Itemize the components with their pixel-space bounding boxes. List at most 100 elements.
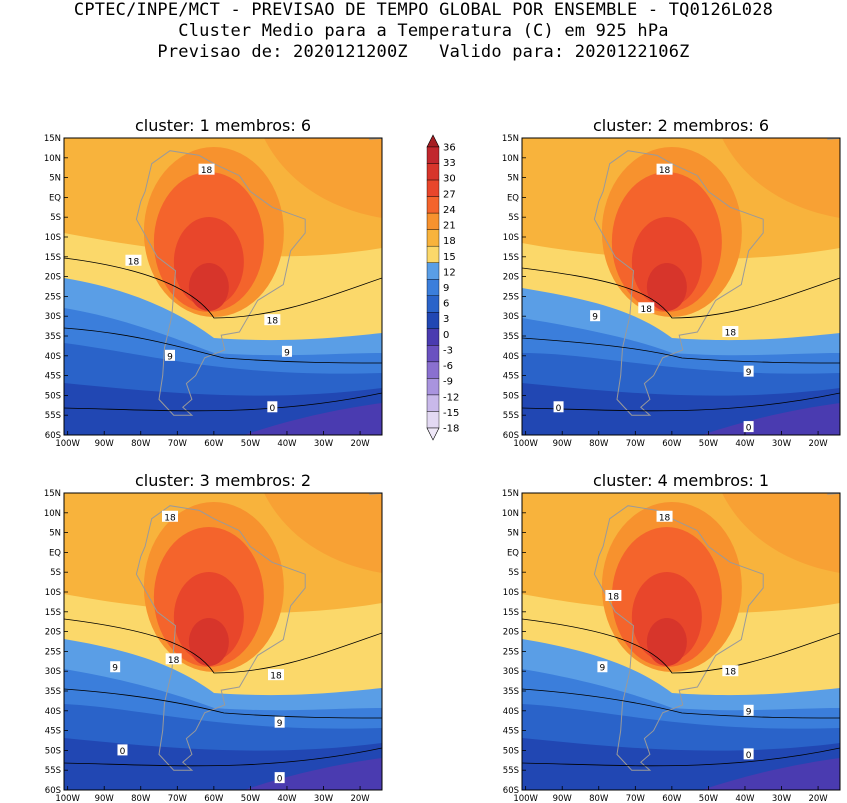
contour-label: 18 (128, 257, 140, 267)
contour-18 (64, 618, 382, 674)
lat-label: 40S (503, 707, 519, 717)
lat-label: 60S (45, 431, 61, 441)
lat-label: 45S (45, 372, 61, 382)
lat-label: 5S (508, 568, 519, 578)
colorbar-swatch (426, 212, 440, 230)
lat-label: 40S (45, 707, 61, 717)
lat-label: 55S (45, 766, 61, 776)
lat-label: 5N (49, 529, 61, 539)
contour-label: 0 (269, 404, 275, 414)
lat-label: 15N (502, 134, 519, 144)
lat-label: 35S (45, 687, 61, 697)
colorbar-label: -6 (443, 361, 453, 372)
lat-label: 55S (45, 411, 61, 421)
lon-label: 20W (808, 794, 828, 803)
lon-label: 30W (314, 439, 334, 449)
lat-label: 15S (45, 253, 61, 263)
colorbar-swatch (426, 262, 440, 280)
africa-coast (369, 138, 382, 166)
lat-label: 10S (503, 588, 519, 598)
lat-label: 20S (45, 628, 61, 638)
band-0 (702, 403, 840, 435)
colorbar-label: -15 (443, 408, 459, 419)
band-21-atlantic (722, 493, 840, 573)
lat-label: 15S (45, 608, 61, 618)
contour-label: 18 (725, 668, 737, 678)
lon-label: 80W (589, 794, 609, 803)
contour-9 (522, 337, 840, 364)
colorbar-bottom-arrow (426, 427, 440, 441)
map-panel-1: cluster: 1 membros: 6 15N 10N 5N EQ 5S 10S 15S 2… (44, 116, 383, 449)
contour-0 (64, 392, 382, 412)
temperature-field (64, 493, 382, 790)
lon-label: 70W (626, 794, 646, 803)
coastline (593, 150, 764, 416)
lat-label: 25S (45, 292, 61, 302)
band-30-land (646, 263, 687, 311)
lat-label: 5S (50, 213, 61, 223)
contour-label-box (281, 345, 292, 357)
colorbar-label: 33 (443, 158, 456, 169)
colorbar-label: 18 (443, 236, 456, 247)
lon-label: 20W (808, 439, 828, 449)
lat-label: 20S (503, 628, 519, 638)
contour-label: 9 (592, 313, 598, 323)
contour-label-box (110, 661, 121, 673)
colorbar-swatch (426, 196, 440, 214)
lon-label: 30W (314, 794, 334, 803)
colorbar-swatch (426, 229, 440, 247)
contour-label: 18 (659, 513, 671, 523)
africa-coast (827, 138, 840, 166)
lat-label: 45S (503, 727, 519, 737)
lat-label: 15N (44, 134, 61, 144)
lat-label: 55S (503, 766, 519, 776)
lon-label: 30W (772, 794, 792, 803)
lat-label: 10S (503, 233, 519, 243)
africa-coast (369, 493, 382, 521)
map-frame (63, 137, 383, 436)
lat-label: 60S (503, 786, 519, 796)
lon-label: 40W (735, 439, 755, 449)
lat-label: EQ (49, 548, 61, 558)
contour-label: 9 (112, 664, 118, 674)
contour-18 (522, 618, 840, 674)
colorbar-label: -12 (443, 392, 459, 403)
coastline (593, 505, 764, 771)
lon-label: 50W (241, 794, 261, 803)
map-panel-2: cluster: 2 membros: 6 15N 10N 5N EQ 5S 10S 15S 2… (502, 116, 841, 449)
lon-label: 90W (95, 439, 115, 449)
contour-label: 18 (608, 592, 620, 602)
figure-title: CPTEC/INPE/MCT - PREVISAO DE TEMPO GLOBA… (73, 0, 774, 20)
lat-label: EQ (507, 548, 519, 558)
colorbar-label: -9 (443, 377, 453, 388)
contour-label: 18 (201, 166, 213, 176)
contour-label: 18 (267, 317, 279, 327)
contour-label: 0 (120, 747, 126, 757)
colorbar-label: -18 (443, 424, 459, 435)
contour-label-box (597, 661, 608, 673)
colorbar-swatch (426, 394, 440, 412)
contour-label: 9 (284, 348, 290, 358)
contour-label-box (117, 744, 128, 756)
lat-label: 35S (503, 332, 519, 342)
lat-label: 25S (45, 647, 61, 657)
colorbar-label: 36 (443, 143, 456, 154)
lon-label: 60W (662, 794, 682, 803)
contour-label: 9 (746, 707, 752, 717)
colorbar-label: 6 (443, 299, 449, 310)
contour-label: 0 (277, 775, 283, 785)
contour-label: 9 (600, 664, 606, 674)
lat-label: 15S (503, 608, 519, 618)
band-30-land (646, 618, 687, 666)
lon-label: 100W (513, 439, 538, 449)
contour-label-box (656, 163, 673, 175)
lon-label: 60W (204, 794, 224, 803)
lat-label: 35S (45, 332, 61, 342)
colorbar-swatch (426, 146, 440, 164)
lon-label: 100W (55, 439, 80, 449)
lon-label: 40W (277, 439, 297, 449)
lat-label: 25S (503, 292, 519, 302)
contour-label: 9 (746, 368, 752, 378)
lat-label: 10S (45, 233, 61, 243)
lon-label: 90W (553, 794, 573, 803)
